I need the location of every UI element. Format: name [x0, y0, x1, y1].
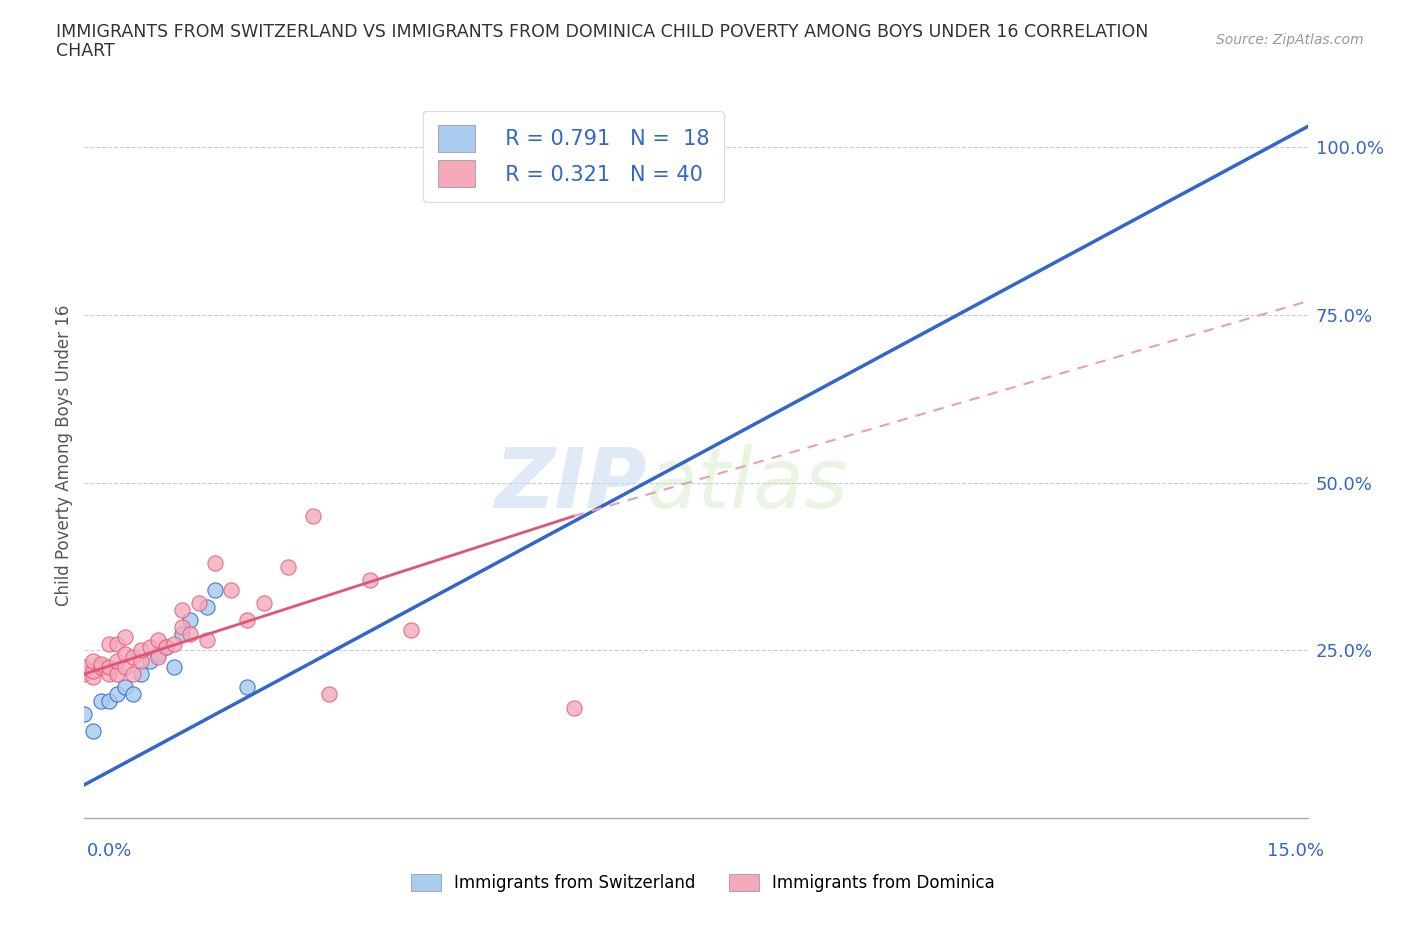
Point — [105, 686, 128, 701]
Point — [204, 582, 226, 597]
Point — [562, 700, 585, 715]
Point — [97, 667, 120, 682]
Point — [97, 636, 120, 651]
Point — [146, 650, 169, 665]
Point — [131, 643, 153, 658]
Text: 15.0%: 15.0% — [1267, 842, 1324, 860]
Point — [179, 613, 201, 628]
Point — [187, 596, 209, 611]
Point — [82, 670, 104, 684]
Point — [236, 613, 259, 628]
Point — [138, 653, 160, 668]
Text: 0.0%: 0.0% — [87, 842, 132, 860]
Point — [131, 653, 153, 668]
Point — [114, 680, 136, 695]
Text: atlas: atlas — [647, 445, 849, 525]
Point — [122, 686, 145, 701]
Point — [277, 559, 299, 574]
Legend:   R = 0.791   N =  18,   R = 0.321   N = 40: R = 0.791 N = 18, R = 0.321 N = 40 — [423, 111, 724, 202]
Point — [195, 600, 218, 615]
Point — [122, 650, 145, 665]
Point — [82, 653, 104, 668]
Point — [146, 646, 169, 661]
Point — [179, 626, 201, 641]
Point — [73, 660, 96, 675]
Point — [172, 619, 194, 634]
Point — [82, 663, 104, 678]
Point — [97, 660, 120, 675]
Point — [219, 582, 242, 597]
Text: ZIP: ZIP — [495, 445, 647, 525]
Point — [163, 660, 186, 675]
Point — [90, 660, 112, 675]
Point — [122, 667, 145, 682]
Text: IMMIGRANTS FROM SWITZERLAND VS IMMIGRANTS FROM DOMINICA CHILD POVERTY AMONG BOYS: IMMIGRANTS FROM SWITZERLAND VS IMMIGRANT… — [56, 23, 1149, 41]
Y-axis label: Child Poverty Among Boys Under 16: Child Poverty Among Boys Under 16 — [55, 305, 73, 606]
Point — [73, 707, 96, 722]
Point — [163, 636, 186, 651]
Point — [114, 630, 136, 644]
Point — [114, 646, 136, 661]
Point — [359, 573, 381, 588]
Text: CHART: CHART — [56, 42, 115, 60]
Point — [301, 509, 323, 524]
Point — [105, 636, 128, 651]
Point — [73, 667, 96, 682]
Point — [522, 173, 544, 188]
Point — [253, 596, 276, 611]
Point — [172, 626, 194, 641]
Point — [105, 653, 128, 668]
Point — [155, 640, 177, 655]
Point — [114, 660, 136, 675]
Point — [90, 657, 112, 671]
Point — [155, 640, 177, 655]
Point — [138, 640, 160, 655]
Point — [131, 667, 153, 682]
Point — [82, 724, 104, 738]
Point — [236, 680, 259, 695]
Legend: Immigrants from Switzerland, Immigrants from Dominica: Immigrants from Switzerland, Immigrants … — [405, 867, 1001, 898]
Point — [97, 694, 120, 709]
Point — [146, 633, 169, 648]
Point — [318, 686, 340, 701]
Point — [195, 633, 218, 648]
Point — [90, 694, 112, 709]
Point — [399, 623, 422, 638]
Point — [105, 667, 128, 682]
Text: Source: ZipAtlas.com: Source: ZipAtlas.com — [1216, 33, 1364, 46]
Point — [204, 556, 226, 571]
Point — [172, 603, 194, 618]
